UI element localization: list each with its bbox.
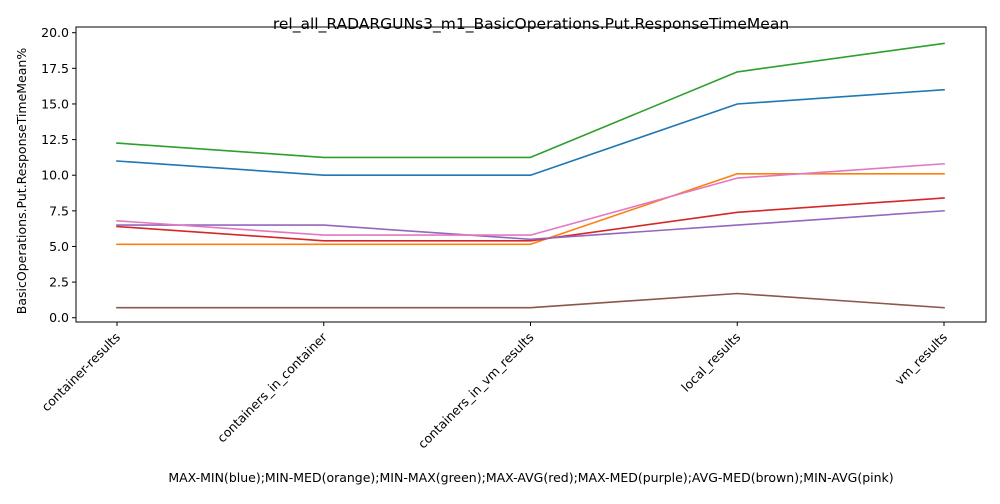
y-tick-label: 2.5 [49, 275, 69, 290]
series-line-min-max [116, 42, 945, 159]
series-lines [116, 42, 945, 309]
series-line-max-med [116, 209, 945, 241]
y-axis: 0.0 2.5 5.0 7.5 10.0 12.5 15.0 17.5 20.0 [41, 25, 76, 325]
y-tick-label: 17.5 [41, 61, 69, 76]
series-line-max-min [116, 88, 945, 176]
y-tick-label: 5.0 [49, 239, 69, 254]
y-tick-label: 0.0 [49, 310, 69, 325]
y-tick-label: 12.5 [41, 132, 69, 147]
y-tick-label: 20.0 [41, 25, 69, 40]
x-axis-label: MAX-MIN(blue);MIN-MED(orange);MIN-MAX(gr… [168, 470, 893, 485]
series-line-avg-med [116, 292, 945, 309]
series-line-min-avg [116, 162, 945, 236]
y-tick-label: 15.0 [41, 96, 69, 111]
series-line-max-avg [116, 197, 945, 242]
y-tick-label: 10.0 [41, 168, 69, 183]
y-axis-label: BasicOperations.Put.ResponseTimeMean% [14, 48, 29, 315]
chart-title: rel_all_RADARGUNs3_m1_BasicOperations.Pu… [273, 15, 789, 34]
y-tick-label: 7.5 [49, 203, 69, 218]
